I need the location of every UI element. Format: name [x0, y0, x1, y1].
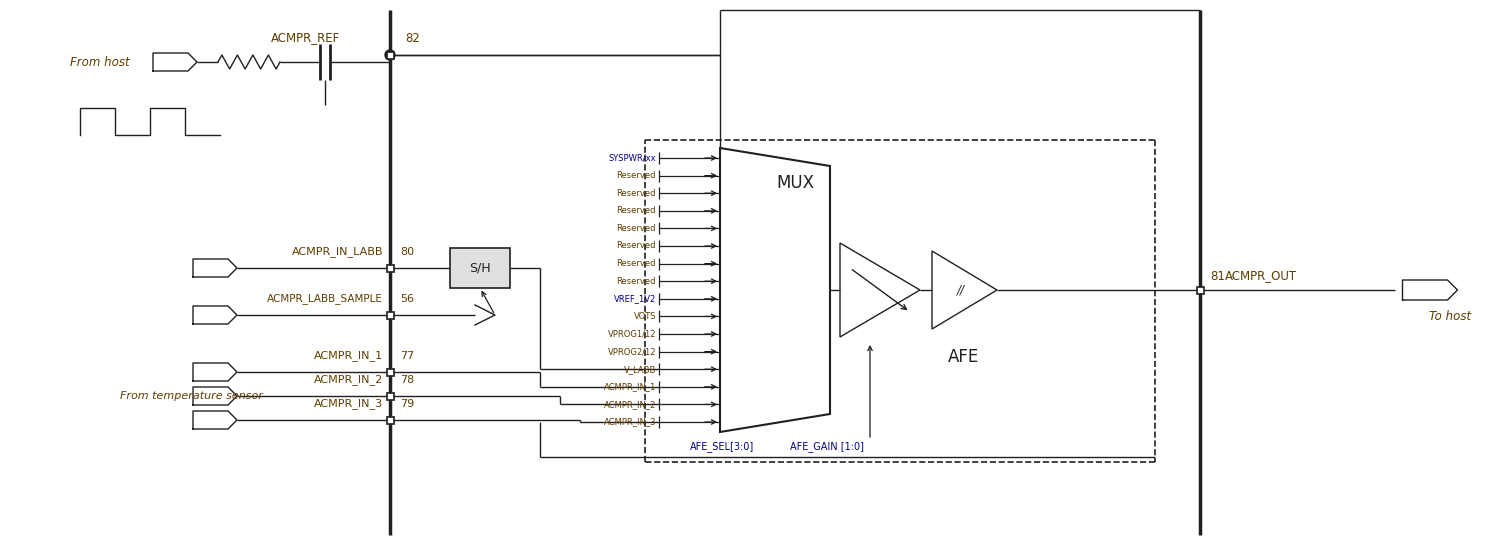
Text: Reserved: Reserved: [617, 259, 656, 268]
Text: AFE: AFE: [949, 348, 980, 366]
Text: ACMPR_IN_LABB: ACMPR_IN_LABB: [291, 247, 384, 257]
Text: 81: 81: [1210, 269, 1225, 282]
Text: Reserved: Reserved: [617, 277, 656, 286]
Text: ACMPR_IN_3: ACMPR_IN_3: [604, 417, 656, 427]
Text: ACMPR_IN_1: ACMPR_IN_1: [604, 382, 656, 391]
Polygon shape: [720, 148, 830, 432]
Text: ACMPR_IN_1: ACMPR_IN_1: [314, 351, 384, 362]
Bar: [1197, 287, 1203, 294]
Text: ACMPR_IN_2: ACMPR_IN_2: [314, 375, 384, 385]
Polygon shape: [932, 251, 996, 329]
Text: From temperature sensor: From temperature sensor: [120, 391, 263, 401]
Text: Reserved: Reserved: [617, 207, 656, 215]
Bar: [387, 312, 394, 319]
Text: 80: 80: [400, 247, 413, 257]
Text: VREF_1V2: VREF_1V2: [614, 294, 656, 304]
Text: MUX: MUX: [776, 174, 813, 192]
Text: Reserved: Reserved: [617, 171, 656, 180]
Text: ACMPR_OUT: ACMPR_OUT: [1225, 269, 1297, 282]
Text: S/H: S/H: [470, 261, 491, 274]
Text: ACMPR_IN_3: ACMPR_IN_3: [314, 398, 384, 409]
Circle shape: [385, 50, 396, 60]
Text: //: //: [958, 283, 965, 296]
Text: Reserved: Reserved: [617, 224, 656, 233]
Bar: [387, 51, 394, 59]
Text: AFE_GAIN [1:0]: AFE_GAIN [1:0]: [790, 442, 864, 453]
Text: VPROG2/12: VPROG2/12: [608, 347, 656, 356]
Text: 77: 77: [400, 351, 415, 361]
Text: VPROG1/12: VPROG1/12: [608, 330, 656, 339]
Bar: [451, 248, 510, 288]
Text: To host: To host: [1429, 309, 1471, 322]
Text: 79: 79: [400, 399, 415, 409]
Text: ACMPR_REF: ACMPR_REF: [271, 31, 341, 44]
Text: SYSPWR/xx: SYSPWR/xx: [608, 153, 656, 163]
Text: AFE_SEL[3:0]: AFE_SEL[3:0]: [690, 442, 754, 453]
Text: Reserved: Reserved: [617, 242, 656, 250]
Text: VOTS: VOTS: [633, 312, 656, 321]
Bar: [387, 264, 394, 272]
Bar: [387, 392, 394, 399]
Polygon shape: [840, 243, 920, 337]
Text: ACMPR_IN_2: ACMPR_IN_2: [604, 400, 656, 409]
Text: V_LABB: V_LABB: [623, 365, 656, 373]
Text: 56: 56: [400, 294, 413, 304]
Bar: [387, 416, 394, 423]
Text: Reserved: Reserved: [617, 189, 656, 198]
Text: 82: 82: [404, 31, 419, 44]
Text: ACMPR_LABB_SAMPLE: ACMPR_LABB_SAMPLE: [268, 294, 384, 305]
Text: 78: 78: [400, 375, 415, 385]
Bar: [387, 369, 394, 376]
Text: From host: From host: [70, 55, 129, 68]
